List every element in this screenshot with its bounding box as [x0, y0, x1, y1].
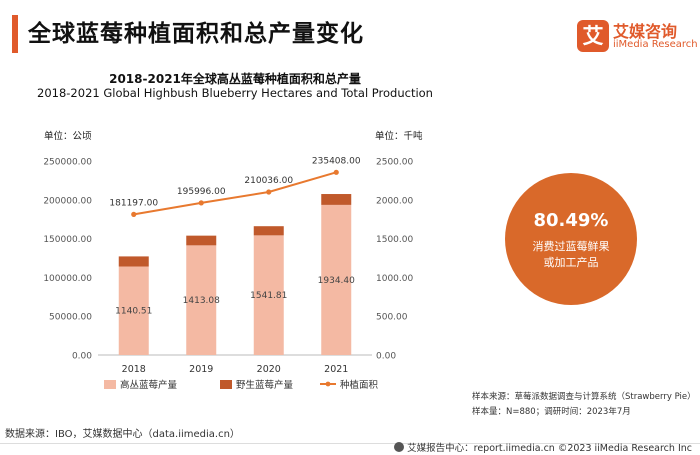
- sample-source: 样本来源：草莓派数据调查与计算系统（Strawberry Pie）: [472, 392, 696, 402]
- legend-swatch-wild: [220, 380, 232, 389]
- bar-data-label: 1413.08: [183, 296, 220, 306]
- right-axis-unit: 单位：千吨: [375, 130, 423, 142]
- right-tick-label: 2500.00: [376, 158, 413, 168]
- x-tick-label: 2018: [122, 364, 146, 375]
- left-tick-label: 50000.00: [49, 313, 92, 323]
- bar-highbush-production: [186, 245, 217, 355]
- right-tick-label: 0.00: [376, 352, 396, 362]
- bar-data-label: 1140.51: [115, 307, 152, 317]
- right-tick-label: 2000.00: [376, 196, 413, 206]
- chart-subtitle: 2018-2021 Global Highbush Blueberry Hect…: [37, 86, 433, 100]
- line-hectares: [133, 171, 337, 216]
- data-source: 数据来源：IBO，艾媒数据中心（data.iimedia.cn）: [5, 429, 240, 440]
- bar-data-label: 1541.81: [250, 291, 287, 301]
- bar-highbush-production: [253, 235, 284, 355]
- line-data-label: 210036.00: [244, 176, 293, 186]
- footer-text: 艾媒报告中心：report.iimedia.cn ©2023 iiMedia R…: [407, 443, 692, 454]
- sample-meta: 样本量：N=880；调研时间：2023年7月: [472, 407, 631, 417]
- legend-swatch-highbush: [104, 380, 116, 389]
- left-tick-label: 200000.00: [43, 196, 92, 206]
- logo-name-cn: 艾媒咨询: [613, 22, 678, 41]
- left-tick-label: 150000.00: [43, 235, 92, 245]
- line-point: [333, 169, 339, 175]
- line-data-label: 195996.00: [177, 187, 226, 197]
- bar-wild-production: [118, 256, 149, 267]
- footer-divider: [0, 443, 700, 444]
- highlight-value: 80.49%: [533, 210, 609, 231]
- left-tick-label: 250000.00: [43, 158, 92, 168]
- footer: 艾媒报告中心：report.iimedia.cn ©2023 iiMedia R…: [394, 440, 692, 454]
- legend-marker-hectares: [325, 381, 331, 387]
- bar-wild-production: [186, 235, 217, 246]
- left-tick-label: 0.00: [72, 352, 92, 362]
- bar-data-label: 1934.40: [318, 276, 355, 286]
- legend-label-wild: 野生蓝莓产量: [236, 379, 294, 391]
- bar-highbush-production: [118, 266, 149, 355]
- logo-name-en: iiMedia Research: [613, 39, 698, 50]
- x-tick-label: 2021: [324, 364, 348, 375]
- report-center-icon: [394, 442, 405, 452]
- bar-wild-production: [321, 194, 352, 205]
- legend-label-highbush: 高丛蓝莓产量: [120, 379, 178, 391]
- legend-label-hectares: 种植面积: [340, 379, 379, 391]
- right-tick-label: 500.00: [376, 313, 408, 323]
- title-accent-bar: [12, 15, 18, 53]
- highlight-circle: 80.49% 消费过蓝莓鲜果或加工产品: [505, 173, 637, 305]
- bar-wild-production: [253, 226, 284, 236]
- left-axis-unit: 单位：公顷: [44, 130, 92, 142]
- right-tick-label: 1500.00: [376, 235, 413, 245]
- x-tick-label: 2019: [189, 364, 213, 375]
- left-tick-label: 100000.00: [43, 274, 92, 284]
- iimedia-logo-icon: 艾: [577, 20, 609, 52]
- page-title: 全球蓝莓种植面积和总产量变化: [28, 21, 364, 47]
- line-data-label: 181197.00: [109, 198, 158, 208]
- chart-title: 2018-2021年全球高丛蓝莓种植面积和总产量: [109, 72, 361, 86]
- x-tick-label: 2020: [257, 364, 281, 375]
- highlight-label: 消费过蓝莓鲜果或加工产品: [532, 240, 610, 269]
- bar-highbush-production: [321, 204, 352, 355]
- line-point: [131, 211, 137, 217]
- line-data-label: 235408.00: [312, 156, 361, 166]
- right-tick-label: 1000.00: [376, 274, 413, 284]
- line-point: [198, 200, 204, 206]
- line-point: [266, 189, 272, 195]
